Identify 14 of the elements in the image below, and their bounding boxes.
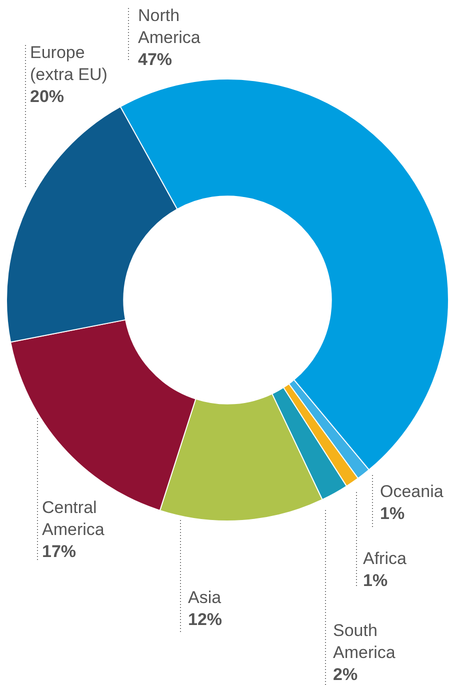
- data-label: 12%: [188, 610, 222, 630]
- data-label: 2%: [333, 665, 358, 684]
- slice-label: Central America: [42, 498, 105, 540]
- data-label: 17%: [42, 542, 76, 562]
- slice-label: Asia: [188, 588, 222, 608]
- slice-label: North America: [138, 6, 201, 48]
- slice-label: Oceania: [380, 482, 444, 502]
- data-label: 47%: [138, 50, 172, 70]
- data-label: 20%: [30, 87, 64, 106]
- slice-label: South America: [333, 621, 396, 662]
- slice-label: Europe (extra EU): [30, 43, 108, 84]
- data-label: 1%: [363, 571, 388, 590]
- slice-label: Africa: [363, 549, 407, 568]
- data-label: 1%: [380, 504, 405, 524]
